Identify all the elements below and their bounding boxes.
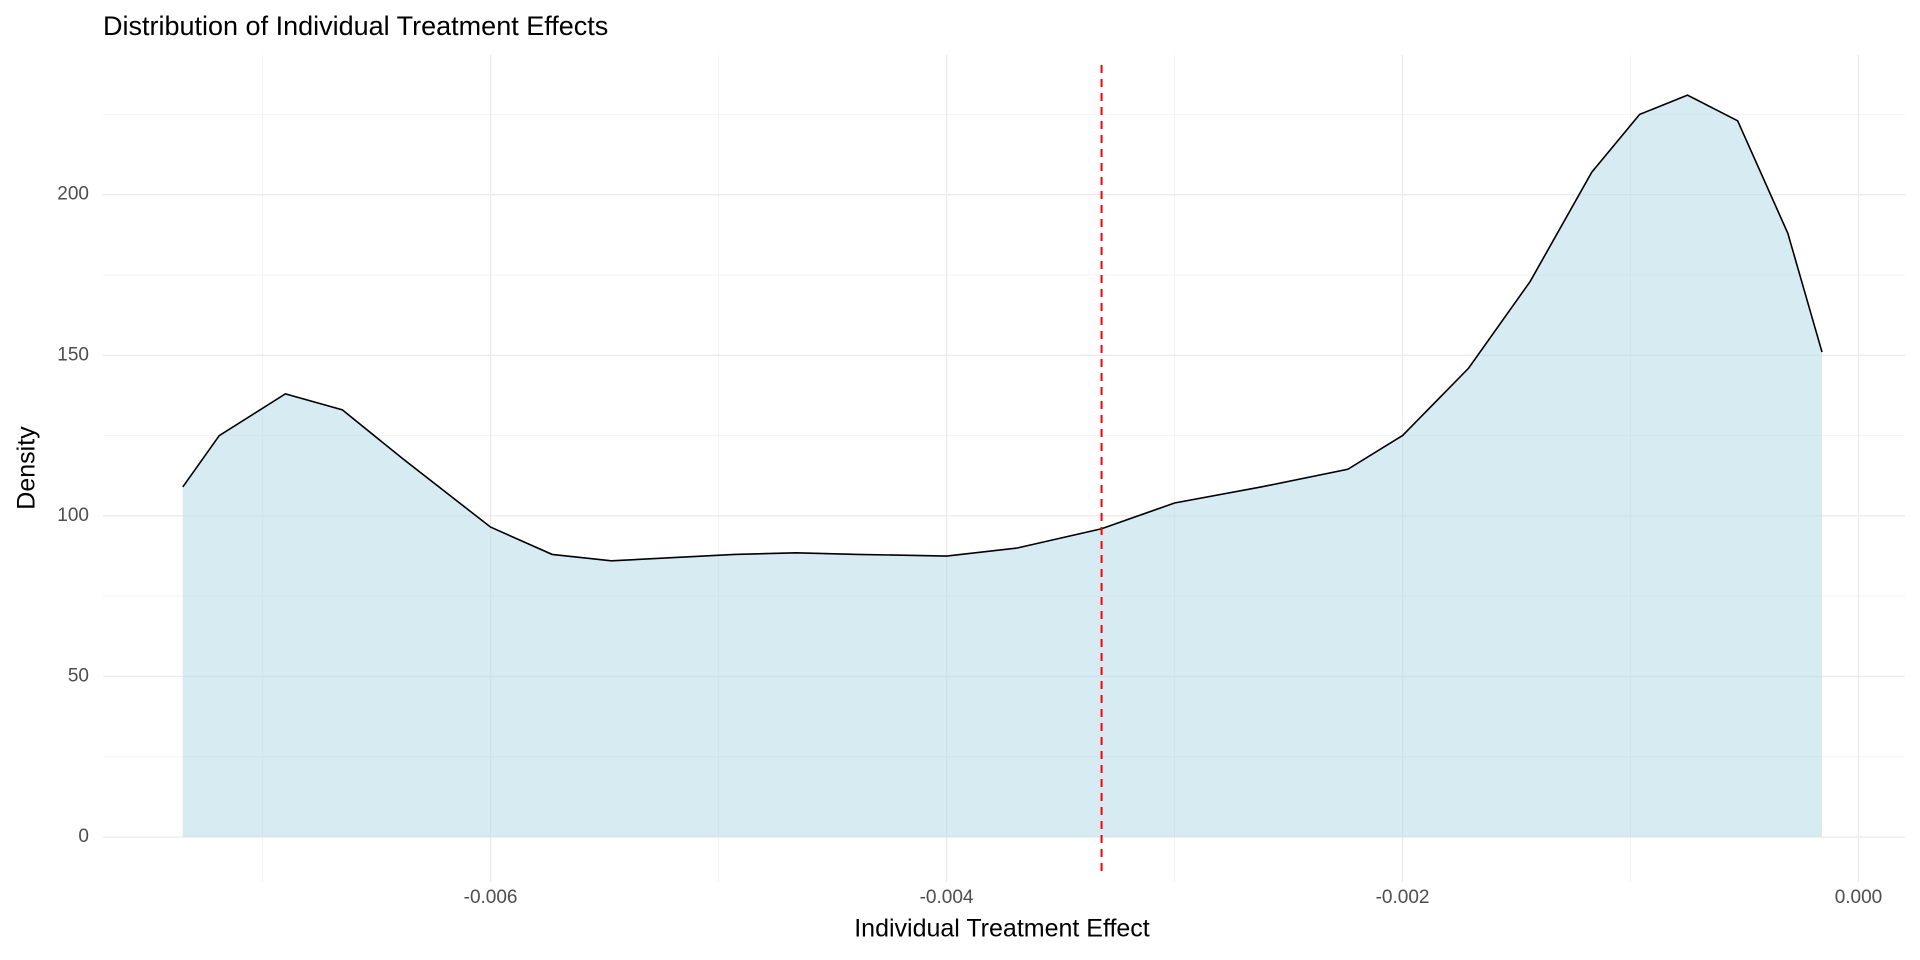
y-tick-label: 100 (57, 505, 89, 526)
y-tick-label: 150 (57, 344, 89, 365)
x-axis-title: Individual Treatment Effect (854, 915, 1150, 943)
y-tick-label: 0 (78, 826, 89, 847)
x-tick-label: -0.004 (920, 887, 974, 908)
y-tick-label: 50 (68, 665, 89, 686)
x-tick-label: -0.006 (464, 887, 518, 908)
density-area (182, 95, 1823, 838)
density-line (182, 94, 1823, 562)
y-tick-label: 200 (57, 184, 89, 205)
x-tick-label: 0.000 (1835, 887, 1883, 908)
y-axis-title: Density (13, 426, 41, 510)
x-tick-label: -0.002 (1376, 887, 1430, 908)
chart-title: Distribution of Individual Treatment Eff… (103, 11, 608, 41)
